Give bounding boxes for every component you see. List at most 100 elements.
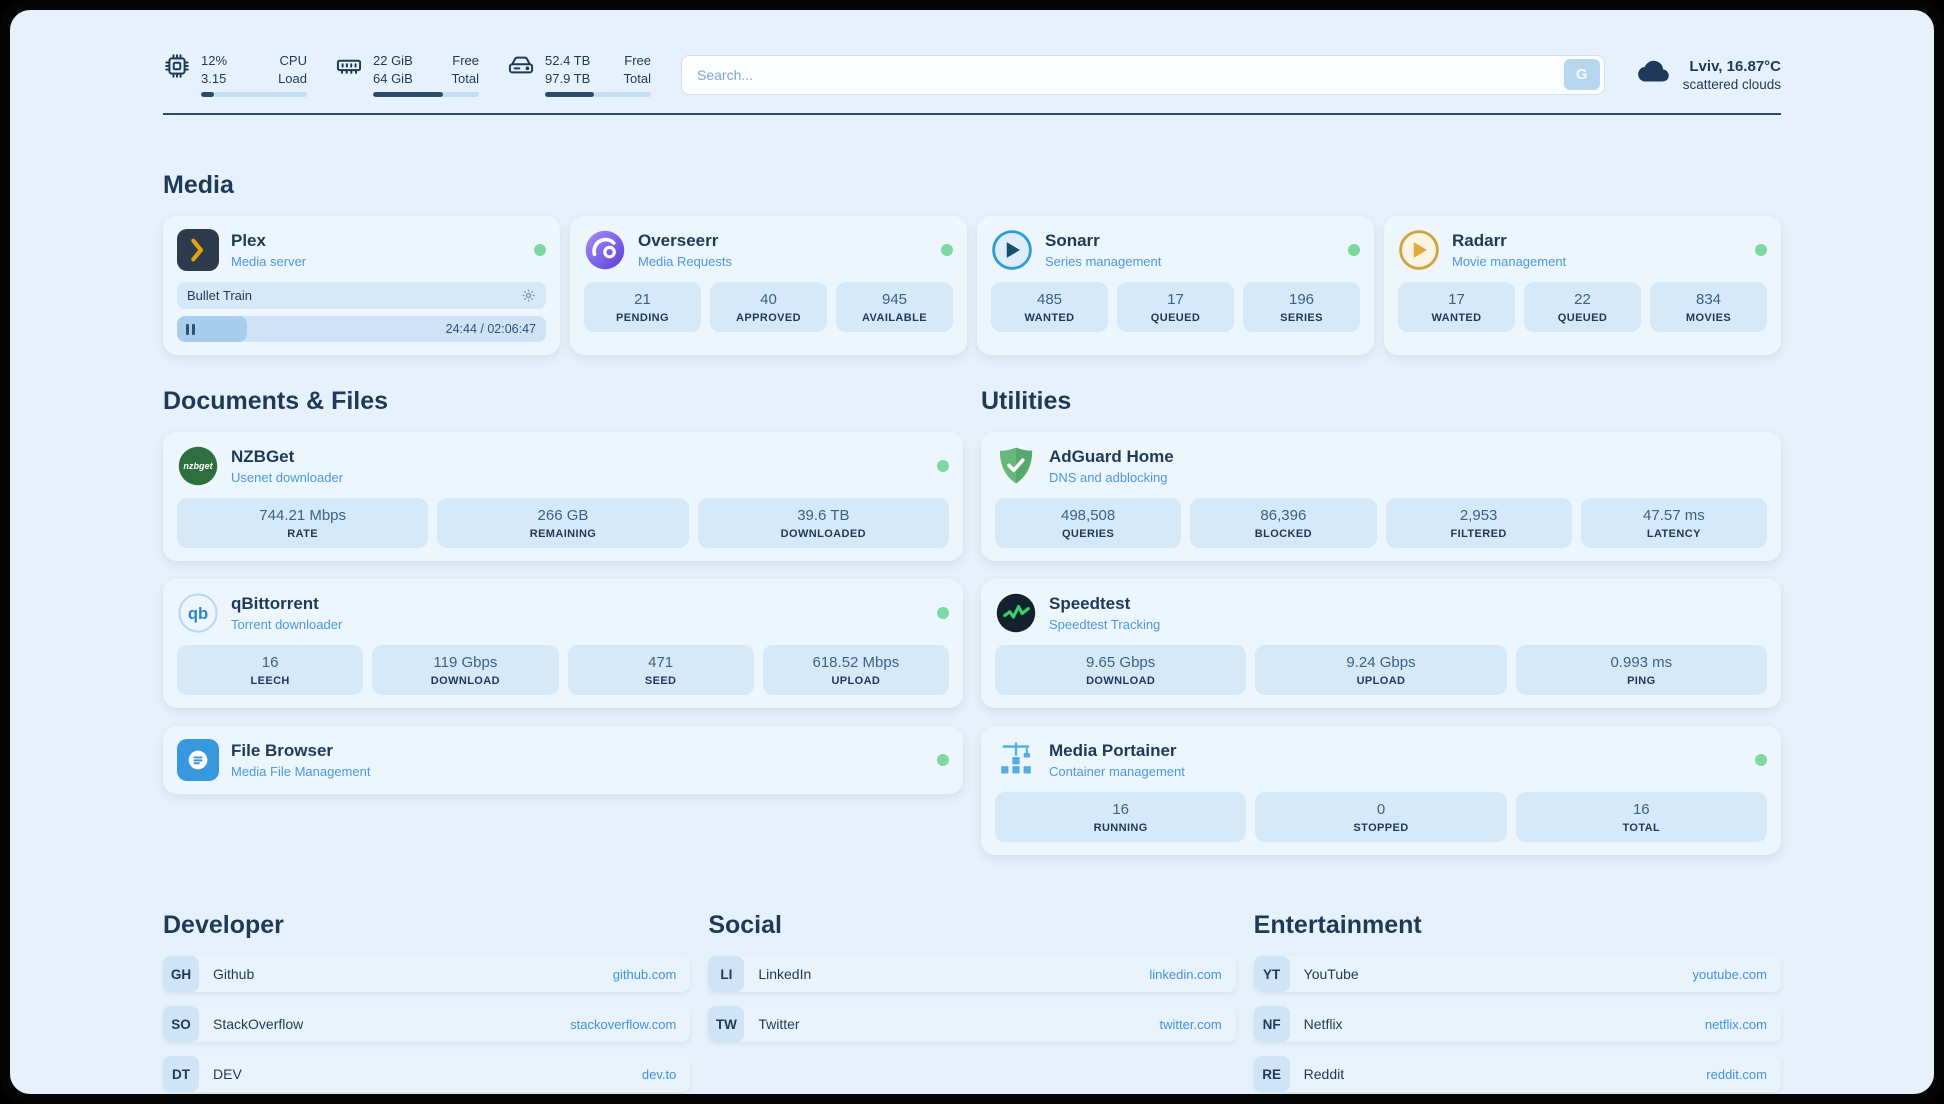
cpu-progress-bar [201, 92, 307, 98]
svg-text:nzbget: nzbget [183, 461, 213, 471]
app-name: Radarr [1452, 231, 1507, 251]
cpu-load-value: 3.15 [201, 70, 227, 86]
bookmark-badge: RE [1253, 1056, 1290, 1093]
stat-box: 16 RUNNING [995, 792, 1247, 843]
stat-box: 266 GB REMAINING [437, 498, 689, 549]
app-name: Plex [231, 231, 266, 251]
qbittorrent-icon: qb [177, 592, 219, 634]
app-card-radarr[interactable]: Radarr Movie management 17 WANTED 22 QUE… [1384, 216, 1781, 356]
app-subtitle: Speedtest Tracking [1049, 617, 1161, 633]
status-dot [1755, 754, 1767, 767]
bookmark-twitter[interactable]: TW Twitter twitter.com [708, 1006, 1236, 1043]
bookmark-badge: NF [1253, 1006, 1290, 1043]
topbar: 12% 3.15 CPU Load [163, 52, 1781, 98]
disk-progress-bar [545, 92, 651, 98]
stat-box: 471 SEED [567, 645, 754, 696]
radarr-icon [1398, 229, 1440, 271]
cpu-load-label: Load [278, 70, 307, 86]
gear-icon[interactable] [521, 288, 536, 303]
stat-box: 16 LEECH [177, 645, 364, 696]
app-card-filebrowser[interactable]: File Browser Media File Management [163, 726, 963, 795]
ram-icon [335, 52, 363, 80]
section-utilities: Utilities AdGuard Home [981, 387, 1781, 856]
ram-total-value: 64 GiB [373, 70, 413, 86]
stat-box: 16 TOTAL [1515, 792, 1767, 843]
app-card-overseerr[interactable]: Overseerr Media Requests 21 PENDING 40 A… [570, 216, 967, 356]
app-name: AdGuard Home [1049, 447, 1174, 467]
app-card-nzbget[interactable]: nzbget NZBGet Usenet downloader 744.21 M… [163, 432, 963, 562]
bookmark-group-title: Developer [163, 911, 284, 940]
stat-box: 47.57 ms LATENCY [1580, 498, 1767, 549]
bookmark-group-title: Social [708, 911, 782, 940]
bookmark-reddit[interactable]: RE Reddit reddit.com [1253, 1056, 1781, 1093]
cpu-usage-value: 12% [201, 53, 228, 68]
ram-total-label: Total [451, 70, 479, 86]
ram-free-value: 22 GiB [373, 53, 413, 68]
app-card-qbittorrent[interactable]: qb qBittorrent Torrent downloader 16 LEE… [163, 579, 963, 709]
stat-box: 945 AVAILABLE [836, 282, 953, 333]
bookmark-netflix[interactable]: NF Netflix netflix.com [1253, 1006, 1781, 1043]
now-playing-row: Bullet Train [177, 282, 546, 310]
bookmark-stackoverflow[interactable]: SO StackOverflow stackoverflow.com [163, 1006, 691, 1043]
now-playing-title: Bullet Train [187, 288, 253, 304]
stat-box: 86,396 BLOCKED [1190, 498, 1377, 549]
status-dot [1348, 244, 1360, 257]
stat-box: 39.6 TB DOWNLOADED [697, 498, 949, 549]
bookmark-linkedin[interactable]: LI LinkedIn linkedin.com [708, 956, 1236, 993]
media-grid: Plex Media server Bullet Train 24 [163, 216, 1781, 356]
section-title-utilities: Utilities [981, 387, 1072, 416]
app-subtitle: Series management [1045, 254, 1162, 270]
stat-box: 498,508 QUERIES [995, 498, 1182, 549]
topbar-divider [163, 113, 1781, 116]
app-card-sonarr[interactable]: Sonarr Series management 485 WANTED 17 Q… [977, 216, 1374, 356]
cpu-icon [163, 52, 191, 80]
app-name: qBittorrent [231, 594, 319, 614]
ram-widget: 22 GiB 64 GiB Free Total [335, 52, 479, 98]
app-card-portainer[interactable]: Media Portainer Container management 16 … [981, 726, 1781, 856]
stat-box: 17 WANTED [1398, 282, 1515, 333]
bookmark-badge: SO [163, 1006, 199, 1043]
section-title-documents: Documents & Files [163, 387, 389, 416]
bookmark-group-entertainment: Entertainment YT YouTube youtube.com NF … [1253, 911, 1781, 1093]
app-name: Speedtest [1049, 594, 1131, 614]
bookmark-youtube[interactable]: YT YouTube youtube.com [1253, 956, 1781, 993]
disk-icon [507, 52, 535, 80]
app-subtitle: Torrent downloader [231, 617, 343, 633]
status-dot [534, 244, 546, 257]
overseerr-icon [584, 229, 626, 271]
app-subtitle: DNS and adblocking [1049, 470, 1168, 486]
search-bar[interactable]: G [681, 54, 1605, 95]
dashboard-panel: 12% 3.15 CPU Load [10, 10, 1934, 1094]
disk-total-value: 97.9 TB [545, 70, 591, 86]
speedtest-icon [995, 592, 1037, 634]
app-card-plex[interactable]: Plex Media server Bullet Train 24 [163, 216, 560, 356]
app-subtitle: Movie management [1452, 254, 1567, 270]
cpu-usage-label: CPU [279, 53, 307, 68]
ram-progress-fill [373, 92, 443, 98]
app-subtitle: Media server [231, 254, 307, 270]
section-documents: Documents & Files nzbget NZBGet U [163, 387, 963, 795]
search-input[interactable] [697, 66, 1564, 83]
stat-box: 21 PENDING [584, 282, 701, 333]
bookmark-badge: GH [163, 956, 199, 993]
app-name: Media Portainer [1049, 741, 1177, 761]
app-card-speedtest[interactable]: Speedtest Speedtest Tracking 9.65 Gbps D… [981, 579, 1781, 709]
disk-free-label: Free [624, 53, 651, 68]
playback-progress-fill [177, 316, 248, 343]
stat-box: 834 MOVIES [1650, 282, 1767, 333]
app-subtitle: Media File Management [231, 764, 371, 780]
bookmark-github[interactable]: GH Github github.com [163, 956, 691, 993]
app-name: Overseerr [638, 231, 719, 251]
bookmark-group-developer: Developer GH Github github.com SO StackO… [163, 911, 691, 1093]
app-card-adguard[interactable]: AdGuard Home DNS and adblocking 498,508 … [981, 432, 1781, 562]
google-search-button[interactable]: G [1563, 59, 1600, 91]
bookmark-badge: YT [1253, 956, 1290, 993]
nzbget-icon: nzbget [177, 445, 219, 487]
playback-time: 24:44 / 02:06:47 [445, 322, 536, 337]
stat-box: 196 SERIES [1243, 282, 1360, 333]
cloud-icon [1635, 53, 1673, 96]
status-dot [937, 460, 949, 473]
pause-icon[interactable] [186, 323, 195, 335]
bookmark-dev[interactable]: DT DEV dev.to [163, 1056, 691, 1093]
